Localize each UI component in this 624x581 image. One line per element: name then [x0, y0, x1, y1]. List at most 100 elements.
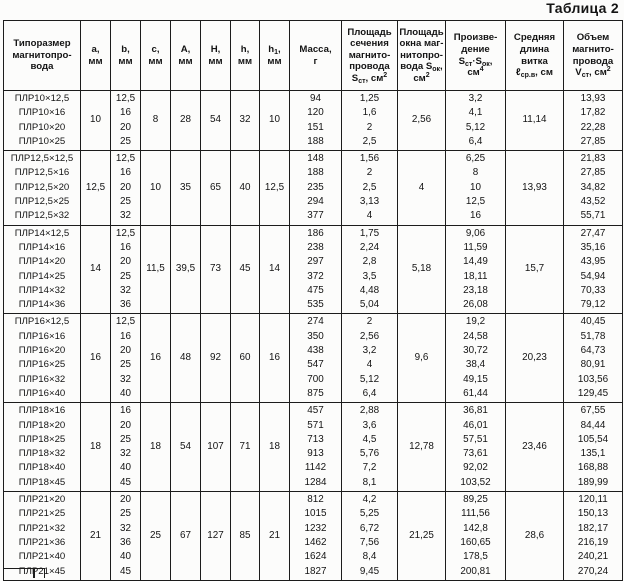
- product-value: 103,52: [460, 476, 491, 488]
- name-value: ПЛР21×25: [18, 508, 66, 520]
- cell-l_sr: 13,93: [505, 150, 564, 226]
- name-value: ПЛР12,5×12,5: [10, 153, 74, 165]
- cell-s_st-list: 2,88 3,6 4,5 5,76 7,2 8,1: [341, 402, 398, 493]
- mass-value: 913: [307, 448, 324, 460]
- mass-value: 350: [307, 330, 324, 342]
- mass-value: 1142: [304, 462, 327, 474]
- name-value: ПЛР14×20: [18, 256, 66, 268]
- product-value: 30,72: [463, 345, 488, 357]
- cell-h: 60: [230, 313, 260, 404]
- cell-H: 54: [200, 89, 231, 152]
- mass-value: 571: [307, 419, 324, 431]
- product-value: 178,5: [463, 551, 488, 563]
- product-value: 10: [470, 181, 481, 193]
- s_st-value: 2: [366, 167, 373, 179]
- cell-b-list: 20 25 32 36 40 45: [110, 491, 141, 581]
- mass-value: 297: [307, 256, 324, 268]
- v-value: 34,82: [580, 181, 606, 193]
- cell-v-list: 13,93 17,82 22,28 27,85: [563, 89, 623, 152]
- product-value: 14,49: [463, 256, 488, 268]
- col-header-b: b, мм: [110, 20, 141, 91]
- name-value: ПЛР10×20: [18, 121, 66, 133]
- cell-name-list: ПЛР10×12,5 ПЛР10×16 ПЛР10×20 ПЛР10×25: [3, 89, 81, 152]
- cell-product-list: 19,2 24,58 30,72 38,4 49,15 61,44: [445, 313, 506, 404]
- cell-s_ok: 9,6: [397, 313, 446, 404]
- mass-value: 875: [307, 387, 324, 399]
- s_st-value: 8,1: [362, 476, 377, 488]
- s_st-value: 2,5: [362, 181, 377, 193]
- col-header-mass: Масса, г: [289, 20, 342, 91]
- mass-value: 120: [307, 107, 324, 119]
- product-value: 9,06: [465, 227, 486, 239]
- v-value: 51,78: [580, 330, 606, 342]
- b-value: 40: [120, 462, 131, 474]
- cell-v-list: 27,47 35,16 43,95 54,94 70,33 79,12: [563, 224, 623, 315]
- mass-value: 151: [307, 121, 324, 133]
- mass-value: 535: [307, 299, 324, 311]
- cell-h1: 21: [259, 491, 290, 581]
- cell-product-list: 9,06 11,59 14,49 18,11 23,18 26,08: [445, 224, 506, 315]
- page-title: Таблица 2: [546, 0, 619, 16]
- s_st-value: 1,75: [359, 227, 380, 239]
- name-value: ПЛР14×25: [18, 270, 66, 282]
- cell-b-list: 12,5 16 20 25: [110, 89, 141, 152]
- v-value: 240,21: [577, 551, 609, 563]
- v-value: 70,33: [580, 284, 606, 296]
- b-value: 12,5: [115, 316, 136, 328]
- cell-H: 92: [200, 313, 231, 404]
- v-value: 79,12: [580, 299, 606, 311]
- cell-name-list: ПЛР14×12,5 ПЛР14×16 ПЛР14×20 ПЛР14×25 ПЛР14×…: [3, 224, 81, 315]
- b-value: 32: [120, 284, 131, 296]
- name-value: ПЛР10×12,5: [14, 93, 70, 104]
- table-header: Типоразмер магнитопро-вода a, мм b, мм c, мм A, м…: [3, 20, 623, 91]
- b-value: 12,5: [115, 153, 136, 165]
- v-value: 168,88: [577, 462, 609, 474]
- mass-value: 1827: [304, 565, 327, 577]
- cell-h1: 18: [259, 402, 290, 493]
- name-value: ПЛР14×32: [18, 284, 66, 296]
- name-value: ПЛР16×32: [18, 373, 66, 385]
- cell-A: 28: [170, 89, 201, 152]
- col-header-v: Объем магнито-провода Vст, см2: [563, 20, 623, 91]
- product-value: 36,81: [463, 405, 488, 417]
- b-value: 36: [120, 299, 131, 311]
- mass-value: 94: [310, 93, 321, 104]
- s_st-value: 9,45: [359, 565, 380, 577]
- product-value: 23,18: [463, 284, 488, 296]
- mass-value: 1232: [304, 522, 327, 534]
- v-value: 43,95: [580, 256, 606, 268]
- product-value: 5,12: [465, 121, 486, 133]
- b-value: 32: [120, 373, 131, 385]
- size-group-row: ПЛР12,5×12,5 ПЛР12,5×16 ПЛР12,5×20 ПЛР12,5×…: [3, 150, 623, 226]
- name-value: ПЛР21×20: [18, 494, 66, 506]
- product-value: 160,65: [460, 536, 491, 548]
- name-value: ПЛР12,5×20: [14, 181, 70, 193]
- product-value: 6,4: [468, 135, 483, 147]
- s_st-value: 4,5: [362, 433, 377, 445]
- b-value: 32: [120, 448, 131, 460]
- cell-h: 71: [230, 402, 260, 493]
- s_st-value: 4,2: [362, 494, 377, 506]
- cell-mass-list: 186 238 297 372 475 535: [289, 224, 342, 315]
- cell-a: 16: [80, 313, 111, 404]
- mass-value: 188: [307, 167, 324, 179]
- cell-product-list: 89,25 111,56 142,8 160,65 178,5 200,81: [445, 491, 506, 581]
- name-value: ПЛР21×36: [18, 536, 66, 548]
- cell-name-list: ПЛР12,5×12,5 ПЛР12,5×16 ПЛР12,5×20 ПЛР12,5×…: [3, 150, 81, 226]
- size-group-row: ПЛР18×16 ПЛР18×20 ПЛР18×25 ПЛР18×32 ПЛР18×40…: [3, 402, 623, 493]
- cell-l_sr: 23,46: [505, 402, 564, 493]
- col-header-name: Типоразмер магнитопро-вода: [3, 20, 81, 91]
- cell-l_sr: 15,7: [505, 224, 564, 315]
- v-value: 21,83: [580, 153, 606, 165]
- product-value: 92,02: [463, 462, 488, 474]
- name-value: ПЛР16×12,5: [14, 316, 70, 328]
- v-value: 55,71: [580, 210, 606, 222]
- cell-h: 40: [230, 150, 260, 226]
- product-value: 16: [470, 210, 481, 222]
- cell-H: 65: [200, 150, 231, 226]
- cell-s_ok: 21,25: [397, 491, 446, 581]
- cell-b-list: 12,5 16 20 25 32 36: [110, 224, 141, 315]
- col-header-s_ok: Площадь окна маг-нитопро-вода Sок, см2: [397, 20, 446, 91]
- mass-value: 713: [307, 433, 324, 445]
- s_st-value: 2,24: [359, 241, 380, 253]
